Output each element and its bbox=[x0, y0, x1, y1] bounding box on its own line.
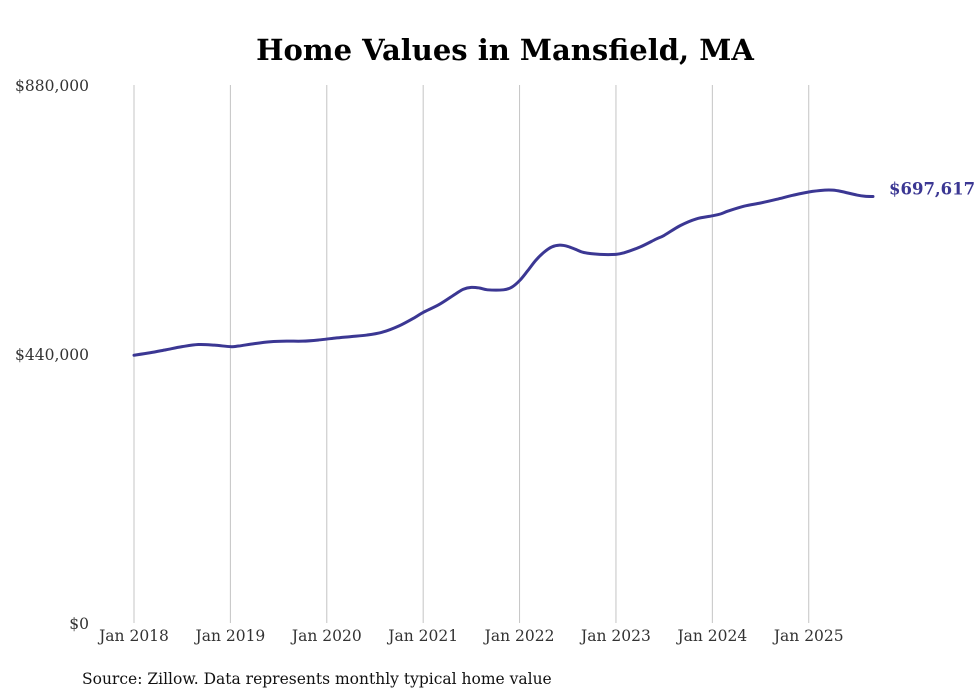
source-note: Source: Zillow. Data represents monthly … bbox=[82, 670, 552, 688]
grid-lines bbox=[133, 85, 810, 623]
series-layer: $697,617 bbox=[132, 180, 975, 357]
x-tick-label-3: Jan 2021 bbox=[386, 627, 458, 645]
series-line-0 bbox=[132, 188, 875, 357]
y-axis-ticks: $0 $440,000 $880,000 bbox=[15, 77, 89, 633]
x-tick-label-5: Jan 2023 bbox=[579, 627, 651, 645]
x-tick-label-7: Jan 2025 bbox=[772, 627, 844, 645]
y-tick-label-1: $440,000 bbox=[15, 346, 89, 364]
series-end-label-0: $697,617 bbox=[889, 180, 975, 199]
x-tick-label-4: Jan 2022 bbox=[483, 627, 555, 645]
chart-title: Home Values in Mansfield, MA bbox=[256, 33, 754, 67]
x-axis-ticks: Jan 2018 Jan 2019 Jan 2020 Jan 2021 Jan 2022… bbox=[97, 627, 844, 645]
x-tick-label-6: Jan 2024 bbox=[675, 627, 747, 645]
x-tick-label-1: Jan 2019 bbox=[193, 627, 265, 645]
y-tick-label-0: $0 bbox=[69, 615, 89, 633]
y-tick-label-2: $880,000 bbox=[15, 77, 89, 95]
x-tick-label-0: Jan 2018 bbox=[97, 627, 169, 645]
x-tick-label-2: Jan 2020 bbox=[290, 627, 362, 645]
